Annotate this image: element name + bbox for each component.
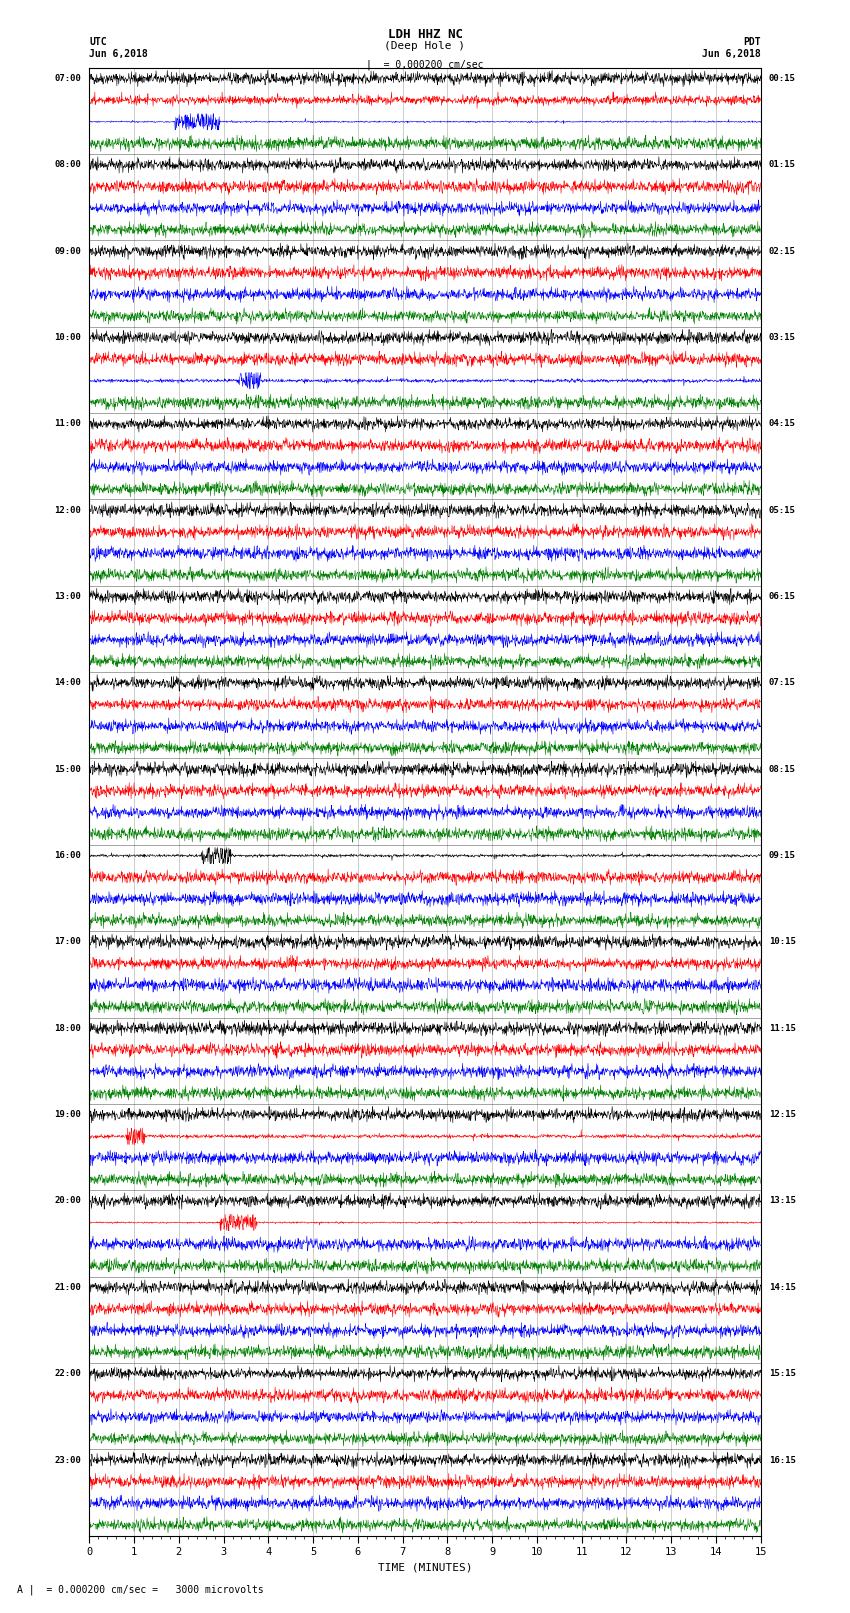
Text: 09:15: 09:15 <box>768 852 796 860</box>
Text: 23:00: 23:00 <box>54 1455 82 1465</box>
Text: 19:00: 19:00 <box>54 1110 82 1119</box>
Text: LDH HHZ NC: LDH HHZ NC <box>388 27 462 40</box>
Text: 20:00: 20:00 <box>54 1197 82 1205</box>
Text: 06:15: 06:15 <box>768 592 796 602</box>
Text: 12:15: 12:15 <box>768 1110 796 1119</box>
Text: A |  = 0.000200 cm/sec =   3000 microvolts: A | = 0.000200 cm/sec = 3000 microvolts <box>17 1584 264 1595</box>
Text: (Deep Hole ): (Deep Hole ) <box>384 40 466 50</box>
Text: 21:00: 21:00 <box>54 1282 82 1292</box>
Text: 08:00: 08:00 <box>54 160 82 169</box>
Text: 14:00: 14:00 <box>54 679 82 687</box>
Text: 15:00: 15:00 <box>54 765 82 774</box>
Text: 04:15: 04:15 <box>768 419 796 429</box>
Text: 09:00: 09:00 <box>54 247 82 256</box>
Text: 14:15: 14:15 <box>768 1282 796 1292</box>
Text: 10:00: 10:00 <box>54 332 82 342</box>
Text: 07:15: 07:15 <box>768 679 796 687</box>
Text: 10:15: 10:15 <box>768 937 796 947</box>
Text: 01:15: 01:15 <box>768 160 796 169</box>
Text: 08:15: 08:15 <box>768 765 796 774</box>
Text: 02:15: 02:15 <box>768 247 796 256</box>
Text: UTC
Jun 6,2018: UTC Jun 6,2018 <box>89 37 148 58</box>
Text: 12:00: 12:00 <box>54 506 82 515</box>
Text: 16:15: 16:15 <box>768 1455 796 1465</box>
Text: 03:15: 03:15 <box>768 332 796 342</box>
X-axis label: TIME (MINUTES): TIME (MINUTES) <box>377 1563 473 1573</box>
Text: 13:15: 13:15 <box>768 1197 796 1205</box>
Text: 00:15: 00:15 <box>768 74 796 82</box>
Text: 15:15: 15:15 <box>768 1369 796 1378</box>
Text: 13:00: 13:00 <box>54 592 82 602</box>
Text: 22:00: 22:00 <box>54 1369 82 1378</box>
Text: 05:15: 05:15 <box>768 506 796 515</box>
Text: 07:00: 07:00 <box>54 74 82 82</box>
Text: |  = 0.000200 cm/sec: | = 0.000200 cm/sec <box>366 60 484 71</box>
Text: 16:00: 16:00 <box>54 852 82 860</box>
Text: 11:00: 11:00 <box>54 419 82 429</box>
Text: 18:00: 18:00 <box>54 1024 82 1032</box>
Text: 17:00: 17:00 <box>54 937 82 947</box>
Text: 11:15: 11:15 <box>768 1024 796 1032</box>
Text: PDT
Jun 6,2018: PDT Jun 6,2018 <box>702 37 761 58</box>
